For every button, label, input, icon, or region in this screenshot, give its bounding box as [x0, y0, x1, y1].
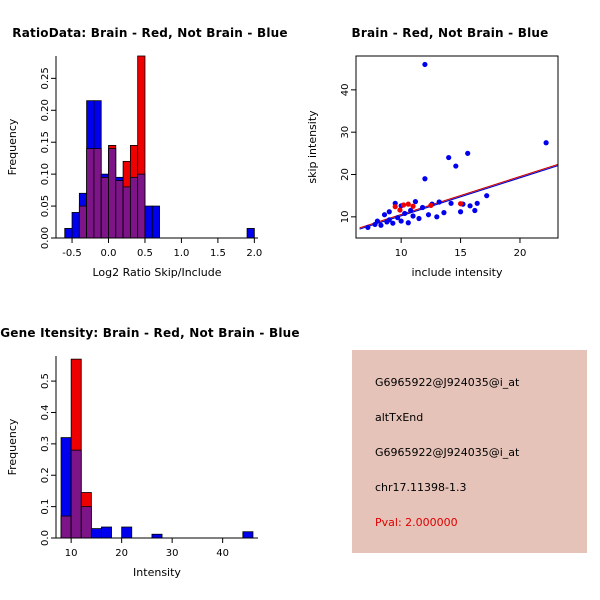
svg-text:0.5: 0.5	[40, 373, 51, 389]
svg-text:1.5: 1.5	[210, 248, 226, 259]
probe-id-repeat-text: G6965922@J924035@i_at	[375, 446, 520, 459]
svg-text:20: 20	[514, 248, 527, 259]
svg-text:0.20: 0.20	[40, 99, 51, 121]
svg-text:30: 30	[166, 548, 179, 559]
svg-text:20: 20	[115, 548, 128, 559]
svg-text:Intensity: Intensity	[133, 566, 181, 579]
svg-text:0.10: 0.10	[40, 163, 51, 185]
svg-text:0.4: 0.4	[40, 405, 51, 421]
svg-text:0.05: 0.05	[40, 195, 51, 217]
svg-text:Frequency: Frequency	[6, 118, 19, 175]
svg-text:10: 10	[340, 210, 351, 223]
svg-text:1.0: 1.0	[173, 248, 189, 259]
svg-text:0.00: 0.00	[40, 227, 51, 249]
svg-text:0.15: 0.15	[40, 131, 51, 153]
probe-id-text: G6965922@J924035@i_at	[375, 376, 520, 389]
svg-text:40: 40	[216, 548, 229, 559]
svg-text:0.3: 0.3	[40, 436, 51, 452]
svg-text:40: 40	[340, 83, 351, 96]
svg-text:10: 10	[65, 548, 78, 559]
svg-text:0.1: 0.1	[40, 499, 51, 515]
event-type-text: altTxEnd	[375, 411, 424, 424]
panel-log2ratio-histogram: RatioData: Brain - Red, Not Brain - Blue…	[0, 0, 300, 300]
svg-text:skip intensity: skip intensity	[306, 110, 319, 184]
gene-intensity-histogram-plot: 10 20 30 40 0.0 0.1 0.2 0.3 0.4 0.5 Intensity Frequ…	[6, 356, 258, 579]
svg-text:Frequency: Frequency	[6, 418, 19, 475]
svg-text:10: 10	[395, 248, 408, 259]
panel-gene-info: G6965922@J924035@i_at altTxEnd G6965922@…	[300, 300, 600, 600]
svg-text:Log2 Ratio Skip/Include: Log2 Ratio Skip/Include	[92, 266, 221, 279]
svg-text:0.0: 0.0	[101, 248, 117, 259]
svg-text:20: 20	[340, 168, 351, 181]
svg-text:30: 30	[340, 126, 351, 139]
chromosome-location-text: chr17.11398-1.3	[375, 481, 467, 494]
svg-text:0.0: 0.0	[40, 530, 51, 546]
svg-text:15: 15	[454, 248, 467, 259]
svg-text:include intensity: include intensity	[411, 266, 503, 279]
panel-gene-intensity-histogram: Gene Itensity: Brain - Red, Not Brain - …	[0, 300, 300, 600]
svg-text:2.0: 2.0	[246, 248, 262, 259]
svg-text:0.2: 0.2	[40, 467, 51, 483]
svg-text:-0.5: -0.5	[62, 248, 82, 259]
panel-intensity-scatter: Brain - Red, Not Brain - Blue 10 15 20 10 20…	[300, 0, 600, 300]
intensity-scatter-plot: 10 15 20 10 20 30 40 include intensity skip inte…	[306, 55, 559, 279]
gene-info-panel: G6965922@J924035@i_at altTxEnd G6965922@…	[352, 350, 587, 553]
pval-text: Pval: 2.000000	[375, 516, 458, 529]
log2ratio-histogram-plot: -0.5 0.0 0.5 1.0 1.5 2.0 0.00 0.05 0.10 0.15 0.20 0…	[6, 55, 262, 279]
scatter-title: Brain - Red, Not Brain - Blue	[351, 26, 549, 40]
ratio-histogram-title: RatioData: Brain - Red, Not Brain - Blue	[12, 26, 288, 40]
svg-text:0.5: 0.5	[137, 248, 153, 259]
gene-intensity-title: Gene Itensity: Brain - Red, Not Brain - …	[0, 326, 300, 340]
svg-text:0.25: 0.25	[40, 67, 51, 89]
